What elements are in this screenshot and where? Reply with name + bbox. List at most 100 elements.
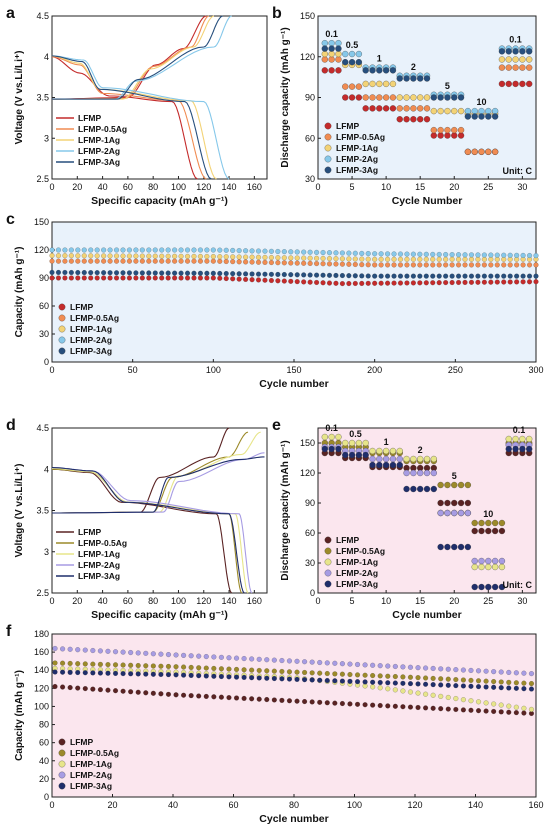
curve-charge	[52, 456, 265, 514]
data-point	[165, 253, 171, 259]
data-point	[321, 56, 328, 63]
data-point	[75, 661, 81, 667]
data-point	[437, 481, 444, 489]
data-point	[236, 254, 242, 260]
data-point	[438, 706, 444, 712]
legend-entry: LFMP	[78, 527, 101, 537]
data-point	[333, 256, 339, 262]
x-tick-label: 5	[350, 596, 355, 606]
data-point	[359, 280, 365, 286]
data-point	[491, 107, 499, 115]
data-point	[294, 260, 300, 266]
data-point	[391, 256, 397, 262]
data-point	[460, 667, 466, 673]
legend-entry: LFMP-2Ag	[336, 568, 378, 578]
data-point	[468, 262, 474, 268]
data-point	[385, 703, 391, 709]
data-point	[475, 262, 481, 268]
data-point	[520, 252, 526, 258]
data-point	[203, 665, 209, 671]
y-tick-label: 120	[34, 245, 49, 255]
data-point	[120, 270, 126, 276]
data-point	[158, 691, 164, 697]
data-point	[443, 252, 449, 258]
data-point	[281, 260, 287, 266]
data-point	[188, 693, 194, 699]
data-point	[211, 654, 217, 660]
data-point	[49, 247, 55, 253]
data-point	[256, 271, 262, 277]
data-point	[314, 279, 320, 285]
data-point	[355, 679, 361, 685]
data-point	[437, 499, 444, 507]
data-point	[146, 275, 152, 281]
data-point	[444, 499, 451, 507]
data-point	[385, 256, 391, 262]
data-point	[320, 261, 326, 267]
data-point	[519, 48, 526, 55]
data-point	[60, 669, 66, 675]
data-point	[498, 519, 506, 527]
data-point	[107, 275, 113, 281]
data-point	[369, 461, 376, 469]
data-point	[309, 670, 315, 676]
data-point	[152, 258, 158, 264]
data-point	[139, 258, 145, 264]
data-point	[521, 710, 527, 716]
panel-letter: c	[6, 211, 15, 228]
data-point	[407, 704, 413, 710]
data-point	[407, 681, 413, 687]
data-point	[301, 255, 307, 261]
data-point	[342, 50, 349, 58]
data-point	[262, 254, 268, 260]
data-point	[326, 256, 332, 262]
data-point	[249, 667, 255, 673]
panel-letter: d	[6, 417, 16, 434]
data-point	[49, 275, 55, 281]
data-point	[158, 663, 164, 669]
data-point	[365, 251, 371, 257]
x-tick-label: 200	[367, 365, 382, 375]
data-point	[533, 279, 539, 285]
data-point	[410, 485, 417, 493]
data-point	[256, 675, 262, 681]
data-point	[320, 280, 326, 286]
data-point	[126, 275, 132, 281]
legend-entry: LFMP-3Ag	[336, 579, 378, 589]
data-point	[481, 252, 487, 258]
data-point	[400, 680, 406, 686]
data-point	[444, 509, 451, 517]
data-point	[437, 94, 444, 101]
y-tick-label: 60	[39, 301, 49, 311]
data-point	[430, 107, 437, 115]
data-point	[445, 676, 451, 682]
data-point	[468, 677, 474, 683]
data-point	[410, 469, 417, 477]
data-point	[236, 248, 242, 254]
data-point	[415, 665, 421, 671]
data-point	[165, 275, 171, 281]
data-point	[75, 270, 81, 276]
data-point	[302, 677, 308, 683]
data-point	[403, 75, 410, 82]
y-tick-label: 0	[44, 357, 49, 367]
legend-entry: LFMP-2Ag	[70, 770, 112, 780]
data-point	[165, 691, 171, 697]
data-point	[423, 262, 429, 268]
data-point	[173, 692, 179, 698]
data-point	[241, 656, 247, 662]
panel-d: 0 20 40 60 80 100 120 140 160 2.5 3 3.5 4 4.5 Specific…	[6, 417, 268, 621]
legend-entry: LFMP-2Ag	[78, 146, 120, 156]
data-point	[150, 651, 156, 657]
data-point	[309, 677, 315, 683]
data-point	[392, 687, 398, 693]
data-point	[135, 663, 141, 669]
data-point	[150, 663, 156, 669]
data-point	[332, 678, 338, 684]
data-point	[332, 671, 338, 677]
data-point	[55, 247, 61, 253]
data-point	[457, 481, 465, 489]
data-point	[90, 648, 96, 654]
data-point	[389, 461, 397, 469]
data-point	[378, 280, 384, 286]
